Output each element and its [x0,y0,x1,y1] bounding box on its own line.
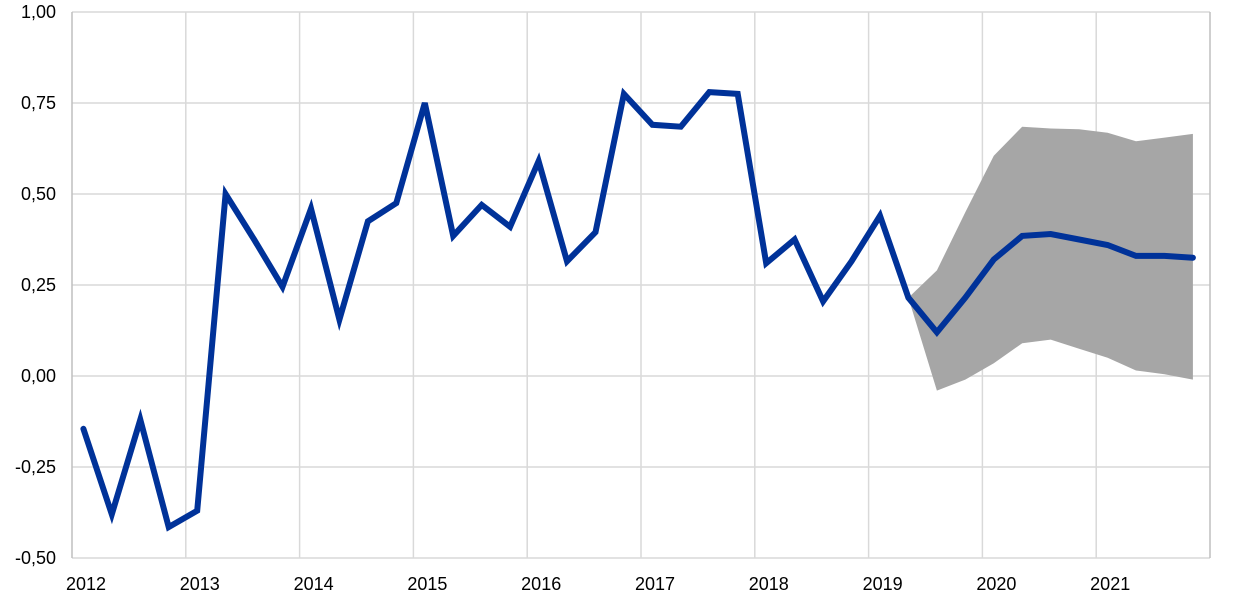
x-tick-label: 2013 [180,574,220,594]
tick-labels: -0,50 -0,25 0,00 0,25 0,50 0,75 1,00 2012 2013 20… [15,2,1130,594]
x-tick-label: 2016 [521,574,561,594]
series-line [80,87,1196,532]
y-tick-label: 0,25 [21,275,56,295]
y-tick-label: 0,00 [21,366,56,386]
y-tick-label: -0,50 [15,548,56,568]
x-tick-label: 2014 [294,574,334,594]
grid [71,11,1211,559]
uncertainty-band-layer [908,126,1193,391]
x-tick-label: 2018 [749,574,789,594]
x-tick-label: 2012 [66,574,106,594]
x-tick-label: 2015 [407,574,447,594]
y-tick-label: 0,50 [21,184,56,204]
y-tick-label: -0,25 [15,457,56,477]
y-tick-label: 1,00 [21,2,56,22]
x-tick-label: 2020 [976,574,1016,594]
x-tick-label: 2019 [863,574,903,594]
uncertainty-band [908,126,1193,391]
y-tick-label: 0,75 [21,93,56,113]
x-tick-label: 2017 [635,574,675,594]
x-tick-label: 2021 [1090,574,1130,594]
series-line-layer [80,87,1196,532]
